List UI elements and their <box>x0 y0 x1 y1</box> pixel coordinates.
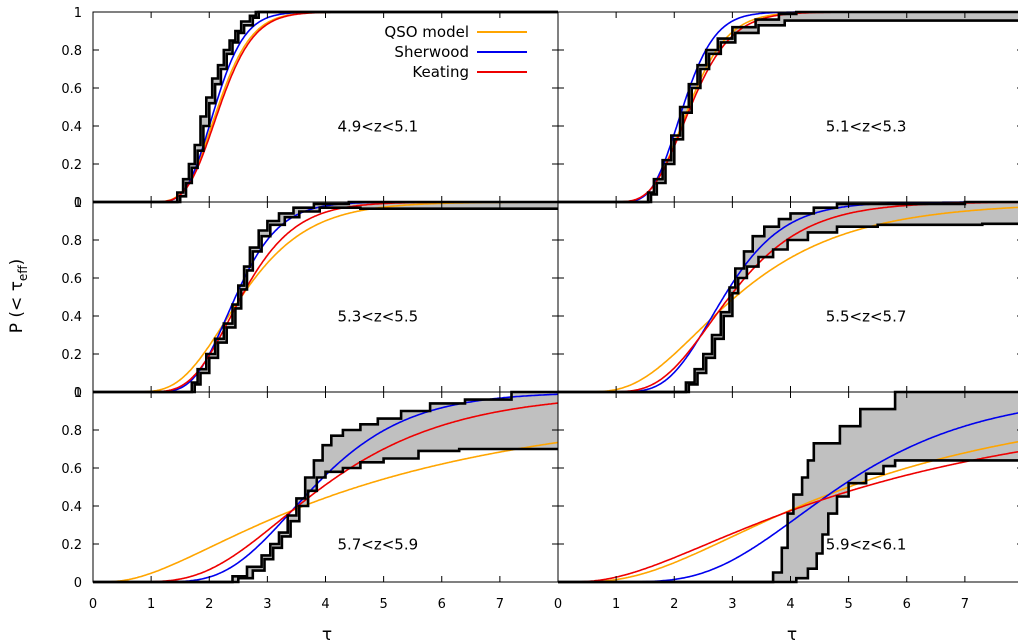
tick-labels-layer: 00.20.40.60.8100.20.40.60.8100.20.40.60.… <box>61 6 969 612</box>
model-curve-qso-model <box>94 11 558 203</box>
y-axis-title: P (< τeff) <box>7 259 30 333</box>
data-band <box>558 12 1018 202</box>
observed-cdf-lower <box>93 206 558 394</box>
model-curve-sherwood <box>94 11 558 203</box>
y-tick-label: 0.6 <box>61 82 82 97</box>
observed-cdf-lower <box>93 10 558 204</box>
model-curve-sherwood <box>94 201 558 393</box>
model-curve-keating <box>94 402 559 583</box>
panel-frame <box>557 391 1018 583</box>
observed-cdf-upper <box>93 390 558 584</box>
x-tick-label: 0 <box>554 597 562 612</box>
panel-label: 5.9<z<6.1 <box>826 536 907 554</box>
y-tick-label: 0 <box>74 196 82 211</box>
x-tick-label: 3 <box>263 597 271 612</box>
panel-3: 5.3<z<5.5 <box>92 200 559 394</box>
data-band <box>558 202 1018 392</box>
panel-label: 5.1<z<5.3 <box>826 118 907 136</box>
data-band <box>93 202 558 392</box>
panel-label: 4.9<z<5.1 <box>337 118 418 136</box>
observed-cdf-upper <box>93 200 558 394</box>
y-tick-label: 1 <box>74 6 82 21</box>
data-band <box>93 12 558 202</box>
observed-cdf-lower <box>558 459 1018 584</box>
observed-cdf-upper <box>558 390 1018 584</box>
panel-frame <box>92 11 559 203</box>
panel-label: 5.3<z<5.5 <box>337 308 418 326</box>
panel-2: 5.1<z<5.3 <box>557 10 1018 204</box>
model-curve-qso-model <box>94 441 559 583</box>
model-curve-qso-model <box>559 11 1018 203</box>
panel-frame <box>557 11 1018 203</box>
x-tick-label: 4 <box>786 597 794 612</box>
x-tick-label: 1 <box>147 597 155 612</box>
observed-cdf-upper <box>558 200 1018 394</box>
legend: QSO model Sherwood Keating <box>384 23 527 81</box>
model-curve-keating <box>559 450 1018 583</box>
panels-layer: 4.9<z<5.1 5.1<z<5.3 5.3<z<5.5 5.5<z<5.7 5.7<… <box>92 10 1018 584</box>
y-tick-label: 0.4 <box>61 500 82 515</box>
model-curve-keating <box>94 201 558 393</box>
panel-5: 5.7<z<5.9 <box>92 390 559 584</box>
data-band <box>93 392 558 582</box>
y-tick-label: 0 <box>74 386 82 401</box>
x-tick-label: 7 <box>961 597 969 612</box>
y-tick-label: 0.8 <box>61 44 82 59</box>
y-tick-label: 0.8 <box>61 424 82 439</box>
panel-4: 5.5<z<5.7 <box>557 200 1018 394</box>
x-tick-label: 5 <box>379 597 387 612</box>
model-curve-sherwood <box>559 11 1018 203</box>
y-tick-label: 1 <box>74 196 82 211</box>
y-tick-label: 0.4 <box>61 310 82 325</box>
x-tick-label: 2 <box>670 597 678 612</box>
data-band <box>558 392 1018 582</box>
x-tick-label: 0 <box>89 597 97 612</box>
x-tick-label: 5 <box>844 597 852 612</box>
panel-frame <box>92 201 559 393</box>
observed-cdf-upper <box>558 10 1018 204</box>
x-tick-label: 3 <box>728 597 736 612</box>
x-tick-label: 1 <box>612 597 620 612</box>
observed-cdf-upper <box>93 10 558 204</box>
x-axis-title-right: τ <box>787 625 797 644</box>
y-tick-label: 0 <box>74 576 82 591</box>
y-tick-label: 0.6 <box>61 272 82 287</box>
observed-cdf-lower <box>558 222 1018 394</box>
legend-label-sherwood: Sherwood <box>394 43 469 61</box>
panel-1: 4.9<z<5.1 <box>92 10 559 204</box>
model-curve-keating <box>559 11 1018 203</box>
y-tick-label: 0.6 <box>61 462 82 477</box>
panel-label: 5.5<z<5.7 <box>826 308 907 326</box>
x-tick-label: 6 <box>903 597 911 612</box>
panel-6: 5.9<z<6.1 <box>557 390 1018 584</box>
x-tick-label: 2 <box>205 597 213 612</box>
panel-label: 5.7<z<5.9 <box>337 536 418 554</box>
model-curve-qso-model <box>559 206 1018 393</box>
model-curve-qso-model <box>94 201 558 393</box>
y-tick-label: 0.2 <box>61 538 82 553</box>
y-tick-label: 0.4 <box>61 120 82 135</box>
legend-label-qso: QSO model <box>384 23 469 41</box>
x-axis-title-left: τ <box>322 625 332 644</box>
x-tick-label: 7 <box>496 597 504 612</box>
y-tick-label: 0.2 <box>61 158 82 173</box>
y-tick-label: 0.8 <box>61 234 82 249</box>
legend-label-keating: Keating <box>412 63 469 81</box>
observed-cdf-lower <box>93 447 558 584</box>
y-tick-label: 1 <box>74 386 82 401</box>
x-tick-label: 4 <box>321 597 329 612</box>
observed-cdf-lower <box>558 19 1018 204</box>
y-tick-label: 0.2 <box>61 348 82 363</box>
x-tick-label: 6 <box>438 597 446 612</box>
model-curve-keating <box>94 11 558 203</box>
